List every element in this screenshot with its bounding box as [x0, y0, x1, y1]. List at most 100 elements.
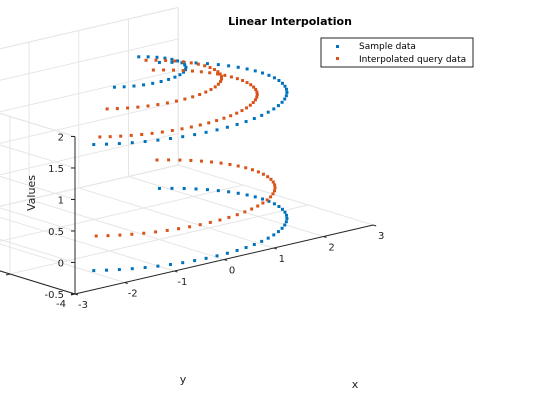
- sample-point: [92, 269, 96, 273]
- interp-point: [189, 125, 193, 129]
- sample-point: [261, 71, 265, 75]
- grid-line: [0, 184, 244, 242]
- sample-point: [170, 186, 174, 190]
- x-tick-label: 3: [378, 231, 384, 242]
- sample-point: [117, 142, 121, 146]
- legend-label-interp: Interpolated query data: [359, 55, 466, 65]
- sample-point: [156, 138, 160, 142]
- interp-point: [265, 198, 269, 202]
- sample-point: [104, 268, 108, 272]
- sample-point: [159, 80, 163, 84]
- sample-point: [266, 236, 270, 240]
- sample-point: [227, 190, 231, 194]
- interp-point: [204, 90, 208, 94]
- sample-point: [170, 60, 174, 64]
- sample-point: [193, 259, 197, 263]
- sample-point: [253, 195, 257, 199]
- interp-point: [198, 223, 202, 227]
- interp-point: [235, 111, 239, 115]
- grid-line: [28, 199, 225, 260]
- interp-point: [155, 158, 159, 162]
- grid-line: [0, 238, 76, 263]
- interp-point: [118, 233, 122, 237]
- interp-point: [269, 177, 273, 181]
- interp-point: [240, 109, 244, 113]
- sample-point: [252, 117, 256, 121]
- sample-point: [204, 256, 208, 260]
- x-tick-mark: [323, 236, 327, 238]
- interp-point: [164, 58, 168, 62]
- interp-point: [219, 161, 223, 165]
- sample-point: [285, 216, 289, 220]
- sample-point: [156, 264, 160, 268]
- sample-point: [280, 100, 284, 104]
- sample-point: [132, 84, 136, 88]
- interp-point: [115, 107, 119, 111]
- z-tick-label: -0.5: [44, 290, 64, 301]
- sample-point: [130, 267, 134, 271]
- sample-point: [284, 87, 288, 91]
- sample-point: [181, 135, 185, 139]
- interp-point: [162, 68, 166, 72]
- interp-point: [223, 73, 227, 77]
- interp-point: [156, 103, 160, 107]
- grid-line: [0, 144, 76, 169]
- interp-point: [213, 85, 217, 89]
- sample-point: [244, 120, 248, 124]
- sample-point: [173, 75, 177, 79]
- interp-point: [252, 85, 256, 89]
- sample-point: [184, 68, 188, 72]
- sample-point: [194, 187, 198, 191]
- interp-point: [189, 61, 193, 65]
- sample-point: [204, 130, 208, 134]
- interp-point: [177, 227, 181, 231]
- legend-label-sample: Sample data: [359, 42, 416, 52]
- interp-point: [235, 77, 239, 81]
- sample-point: [266, 110, 270, 114]
- legend-marker-interp: [336, 57, 339, 60]
- interp-point: [144, 58, 148, 62]
- interp-point: [130, 232, 134, 236]
- interp-point: [229, 75, 233, 79]
- interp-point: [180, 127, 184, 131]
- sample-point: [168, 137, 172, 141]
- sample-point: [261, 197, 265, 201]
- x-tick-mark: [223, 259, 228, 261]
- interp-point: [150, 131, 154, 135]
- grid-line: [9, 204, 309, 275]
- y-tick-label: -2: [0, 279, 1, 290]
- interp-point: [198, 92, 202, 96]
- z-tick-label: 1.5: [48, 164, 64, 175]
- interp-point: [108, 135, 112, 139]
- sample-point: [225, 251, 229, 255]
- sample-point: [284, 94, 288, 98]
- interp-point: [172, 68, 176, 72]
- sample-point: [267, 73, 271, 77]
- sample-point: [245, 67, 249, 71]
- box-edge: [0, 7, 179, 50]
- interp-point: [222, 116, 226, 120]
- interp-point: [208, 71, 212, 75]
- sample-point: [112, 85, 116, 89]
- interp-point: [146, 104, 150, 108]
- interp-point: [219, 74, 223, 78]
- interp-point: [245, 81, 249, 85]
- interp-point: [181, 68, 185, 72]
- sample-point: [183, 63, 187, 67]
- interp-point: [151, 68, 155, 72]
- sample-point: [143, 140, 147, 144]
- interp-point: [261, 172, 265, 176]
- sample-point: [216, 189, 220, 193]
- interp-point: [154, 230, 158, 234]
- box-edge: [0, 112, 76, 137]
- sample-point: [283, 97, 287, 101]
- sample-point: [272, 233, 276, 237]
- sample-point: [227, 64, 231, 68]
- sample-point: [284, 220, 288, 224]
- interp-point: [216, 82, 220, 86]
- interp-point: [215, 119, 219, 123]
- sample-point: [283, 223, 287, 227]
- legend-box: [320, 37, 474, 68]
- interp-point: [196, 62, 200, 66]
- sample-point: [215, 128, 219, 132]
